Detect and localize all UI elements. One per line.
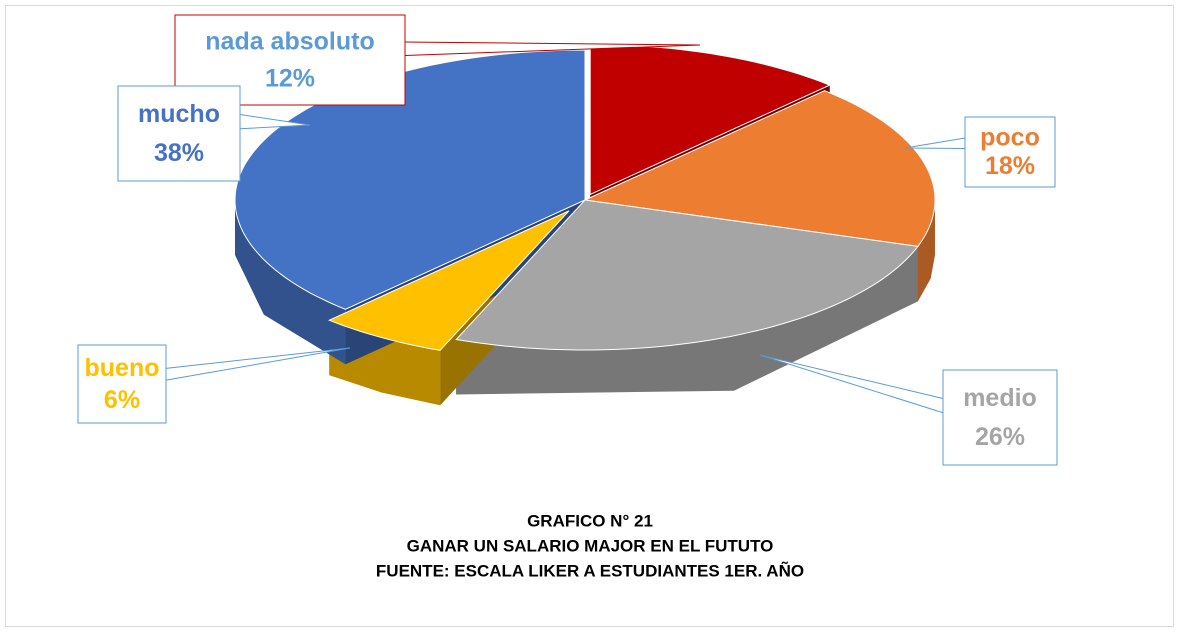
slice-side	[917, 200, 935, 302]
label-value: 38%	[154, 139, 204, 167]
callout	[759, 354, 944, 414]
chart-source: FUENTE: ESCALA LIKER A ESTUDIANTES 1ER. …	[376, 560, 804, 580]
pie	[234, 43, 936, 406]
slice-side	[235, 200, 346, 365]
label-value: 6%	[104, 386, 140, 414]
label-name: mucho	[138, 100, 220, 128]
label-name: nada absoluto	[205, 28, 374, 56]
chart-title: GRAFICO N° 21	[527, 511, 653, 530]
callout	[165, 347, 351, 381]
label-box	[942, 369, 1058, 466]
label-box	[117, 85, 241, 182]
slice	[455, 199, 919, 351]
slice	[234, 49, 586, 310]
slice-side	[456, 246, 918, 395]
label-value: 26%	[975, 423, 1025, 451]
label-box	[964, 116, 1056, 188]
slice	[583, 90, 936, 247]
slice	[328, 210, 570, 351]
chart-subtitle: GANAR UN SALARIO MAJOR EN EL FUTUTO	[407, 536, 774, 555]
label-value: 18%	[985, 152, 1035, 180]
label-value: 12%	[265, 64, 315, 92]
callout	[404, 41, 701, 56]
callout	[239, 114, 311, 130]
label-name: poco	[980, 123, 1040, 151]
label-box	[77, 344, 167, 424]
callout	[904, 137, 966, 149]
label-name: medio	[963, 384, 1037, 412]
label-name: bueno	[85, 354, 160, 382]
